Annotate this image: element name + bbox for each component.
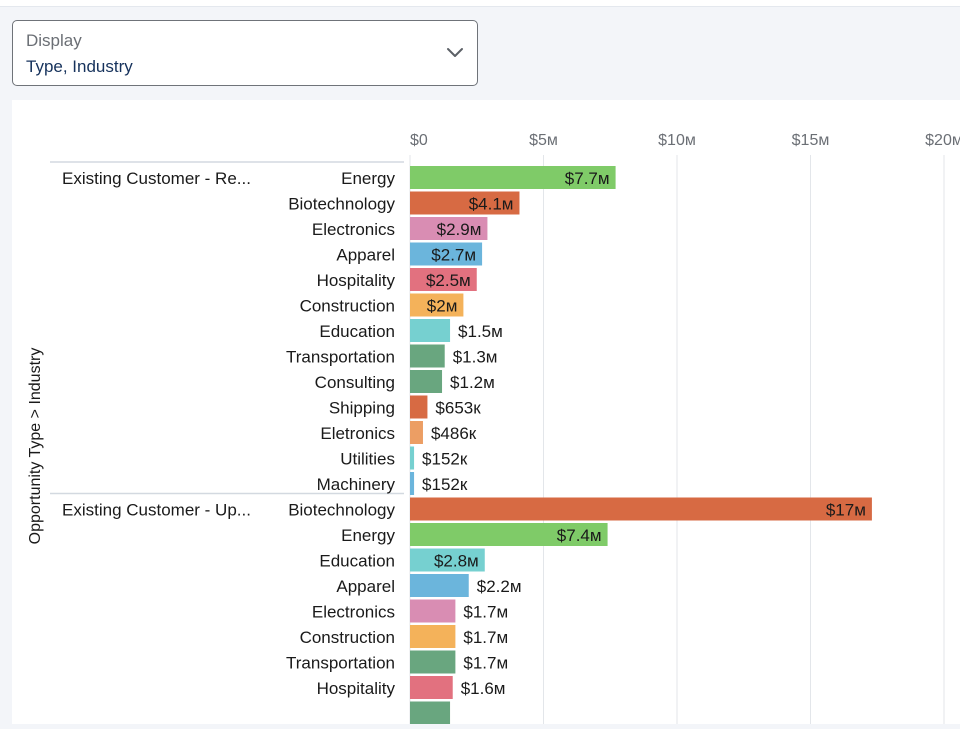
category-label: Eletronics [320,424,395,443]
data-label: $2.8м [434,552,479,571]
data-label: $152к [422,450,468,469]
bar[interactable] [410,217,488,240]
data-label: $1.5м [458,322,503,341]
category-label: Hospitality [317,679,396,698]
display-dropdown[interactable]: Display Type, Industry [12,20,478,86]
bar[interactable] [410,472,415,495]
category-label: Education [319,322,395,341]
data-label: $17м [826,501,866,520]
data-label: $2м [427,297,458,316]
bar-chart: $0 $5м $10м $15м $20м Existing Customer - Re… [27,132,960,725]
bar[interactable] [410,625,456,648]
bar[interactable] [410,574,469,597]
group-label: Existing Customer - Up... [62,501,251,520]
bar[interactable] [410,446,415,470]
bar[interactable] [410,319,451,342]
data-label: $653к [435,399,481,418]
display-dropdown-value: Type, Industry [26,57,133,76]
category-label: Energy [341,526,395,545]
category-label: Construction [300,628,395,647]
category-label: Biotechnology [288,195,395,214]
x-axis-ticks: $0 $5м $10м $15м $20м [410,132,960,149]
category-label: Consulting [315,373,395,392]
bar[interactable] [410,344,445,368]
category-label: Transportation [286,348,395,367]
data-label: $1.7м [463,654,508,673]
category-label: Electronics [312,220,395,239]
category-label: Education [319,552,395,571]
bar[interactable] [410,650,456,674]
data-label: $2.7м [431,246,476,265]
category-label: Biotechnology [288,501,395,520]
data-label: $7.4м [557,526,602,545]
bar[interactable] [410,395,428,419]
data-label: $1.7м [463,628,508,647]
bar[interactable] [410,191,520,215]
chart-panel: $0 $5м $10м $15м $20м Existing Customer - Re… [12,100,960,725]
group-label: Existing Customer - Re... [62,169,251,188]
category-label: Construction [300,297,395,316]
category-label: Machinery [317,475,396,494]
x-tick-label: $10м [658,132,696,149]
x-tick-label: $5м [529,132,558,149]
y-axis-title: Opportunity Type > Industry [27,348,44,545]
top-strip [0,0,960,7]
bar[interactable] [410,421,423,444]
bar[interactable] [410,293,464,317]
chevron-down-icon [447,48,463,57]
category-label: Electronics [312,603,395,622]
bar[interactable] [410,497,872,521]
data-label: $1.3м [453,348,498,367]
labels: Existing Customer - Re... Energy $7.7м Biot… [62,169,866,698]
data-label: $2.2м [477,577,522,596]
data-label: $1.6м [461,679,506,698]
data-label: $152к [422,475,468,494]
group-dividers [50,161,404,495]
bar[interactable] [410,242,483,266]
bar[interactable] [410,166,616,189]
bar[interactable] [410,523,608,546]
data-label: $1.2м [450,373,495,392]
data-label: $7.7м [565,169,610,188]
data-label: $486к [431,424,477,443]
bar[interactable] [410,548,485,572]
bar[interactable] [410,599,456,623]
x-tick-label: $0 [410,132,428,149]
data-label: $2.5м [426,271,471,290]
bars [410,166,872,725]
x-tick-label: $15м [792,132,830,149]
category-label: Hospitality [317,271,396,290]
category-label: Apparel [336,577,395,596]
category-label: Transportation [286,654,395,673]
data-label: $1.7м [463,603,508,622]
data-label: $4.1м [469,195,514,214]
category-label: Shipping [329,399,395,418]
x-tick-label: $20м [925,132,960,149]
category-label: Utilities [340,450,395,469]
display-dropdown-label: Display [26,31,82,50]
bar[interactable] [410,676,453,699]
bar[interactable] [410,268,477,291]
category-label: Apparel [336,246,395,265]
category-label: Energy [341,169,395,188]
bar[interactable] [410,370,443,393]
data-label: $2.9м [437,220,482,239]
bar[interactable] [410,701,451,725]
